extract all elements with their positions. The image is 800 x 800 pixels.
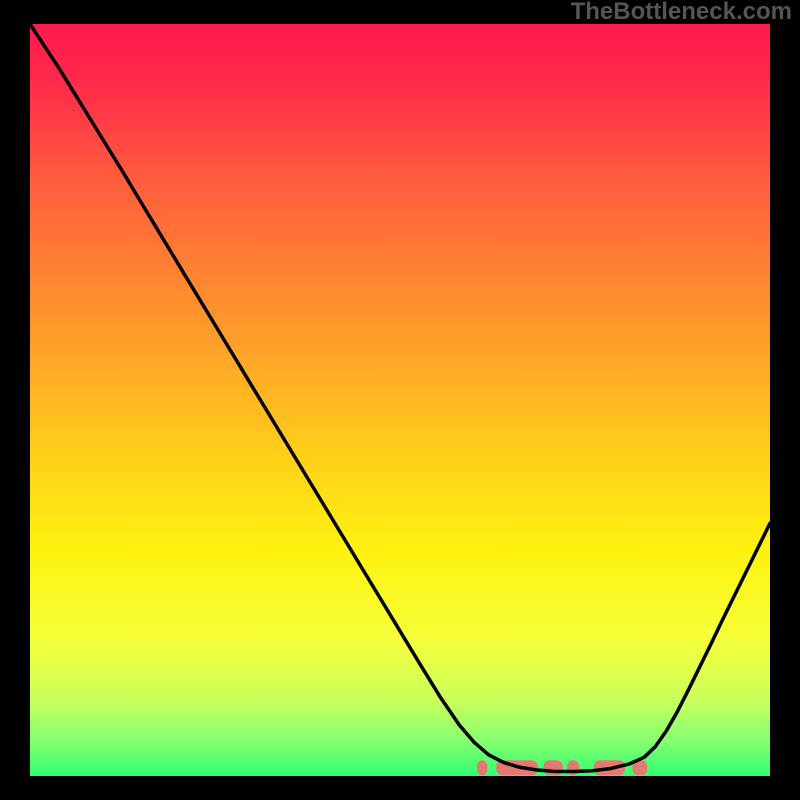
gradient-background — [30, 24, 770, 776]
plot-area — [30, 24, 770, 776]
chart-stage: TheBottleneck.com — [0, 0, 800, 800]
plot-svg — [30, 24, 770, 776]
marker-lozenge — [477, 760, 487, 775]
watermark-text: TheBottleneck.com — [571, 0, 792, 24]
